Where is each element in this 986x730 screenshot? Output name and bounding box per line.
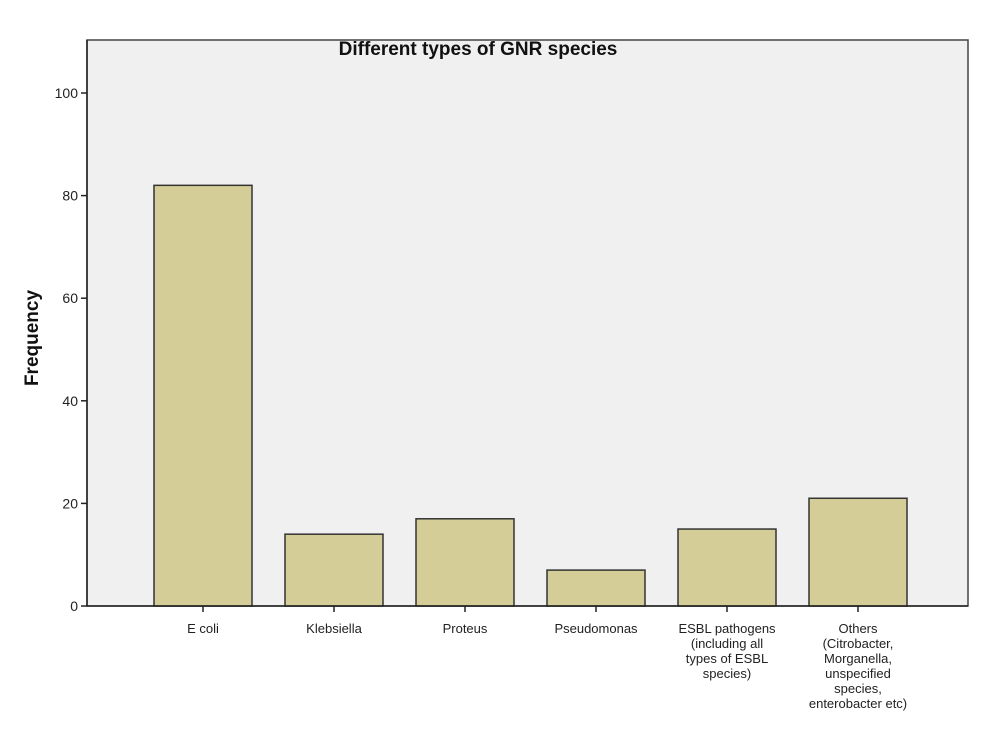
bar xyxy=(153,184,253,607)
x-tick-label: Pseudomonas xyxy=(554,621,638,636)
bar xyxy=(808,497,908,607)
x-tick-label: E coli xyxy=(187,621,219,636)
x-tick-label-line: species, xyxy=(834,681,882,696)
x-tick-label-line: (Citrobacter, xyxy=(823,636,894,651)
x-tick-label-line: Klebsiella xyxy=(306,621,362,636)
x-tick-label-line: types of ESBL xyxy=(686,651,768,666)
x-tick-label: Klebsiella xyxy=(306,621,362,636)
x-tick-label-line: Pseudomonas xyxy=(554,621,638,636)
x-tick-label: Others (Citrobacter, Morganella, unspecifie… xyxy=(809,621,907,711)
bar xyxy=(284,533,384,607)
bar xyxy=(546,569,646,607)
x-tick-label-line: E coli xyxy=(187,621,219,636)
y-tick-label: 0 xyxy=(70,598,78,614)
x-tick-label-line: enterobacter etc) xyxy=(809,696,907,711)
bar xyxy=(415,518,515,607)
y-tick-label: 20 xyxy=(62,495,78,511)
x-tick-label-line: species) xyxy=(703,666,751,681)
x-tick-label: Proteus xyxy=(443,621,488,636)
y-tick-label: 40 xyxy=(62,393,78,409)
y-axis-label: Frequency xyxy=(22,290,43,387)
x-tick-label-line: Proteus xyxy=(443,621,488,636)
x-tick-label: ESBL pathogens (including all types of ESB… xyxy=(678,621,776,681)
x-tick-label-line: ESBL pathogens xyxy=(678,621,776,636)
x-tick-label-line: (including all xyxy=(691,636,763,651)
x-tick-label-line: unspecified xyxy=(825,666,891,681)
x-tick-label-line: Others xyxy=(838,621,878,636)
y-tick-label: 100 xyxy=(55,85,79,101)
bar xyxy=(677,528,777,607)
y-tick-label: 60 xyxy=(62,290,78,306)
chart-title: Different types of GNR species xyxy=(339,39,618,60)
y-tick-label: 80 xyxy=(62,188,78,204)
x-tick-label-line: Morganella, xyxy=(824,651,892,666)
